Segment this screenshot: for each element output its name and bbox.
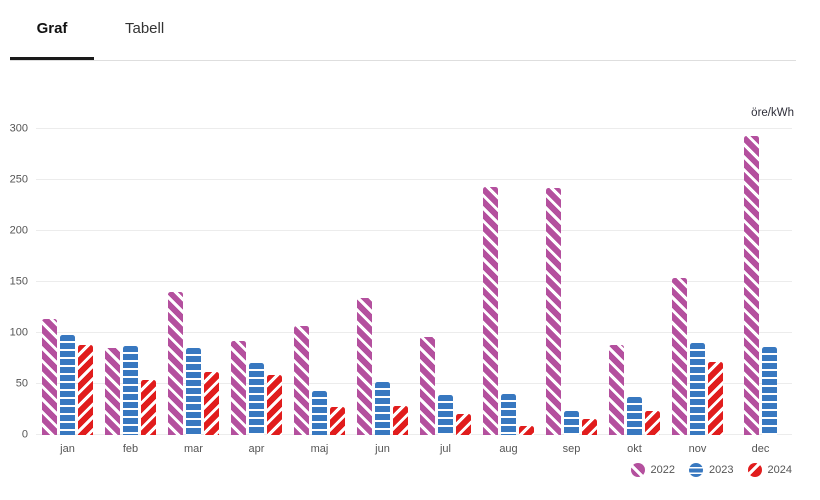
bar-2024-jul[interactable] — [456, 413, 471, 435]
x-tick-maj: maj — [310, 443, 329, 455]
y-axis-labels: 0 50 100 150 200 250 300 — [0, 123, 28, 440]
y-tick-0: 0 — [21, 428, 28, 441]
bar-2024-apr[interactable] — [267, 374, 282, 435]
x-tick-dec: dec — [751, 443, 770, 455]
month-group-apr: apr — [225, 129, 288, 455]
bar-2023-apr[interactable] — [249, 362, 264, 435]
bar-2022-jul[interactable] — [420, 337, 435, 435]
bar-2023-sep[interactable] — [564, 410, 579, 435]
bar-2023-dec[interactable] — [762, 347, 777, 435]
month-group-feb: feb — [99, 129, 162, 455]
bar-2024-okt[interactable] — [645, 410, 660, 435]
x-tick-jun: jun — [375, 443, 390, 455]
x-tick-jan: jan — [60, 443, 75, 455]
y-tick-200: 200 — [9, 224, 28, 237]
bar-2022-apr[interactable] — [231, 341, 246, 435]
month-group-okt: okt — [603, 129, 666, 455]
tab-divider — [10, 60, 796, 61]
legend-label-2022: 2022 — [650, 464, 676, 476]
bar-2022-jun[interactable] — [357, 298, 372, 435]
gridline-0 — [36, 434, 792, 435]
bar-2023-okt[interactable] — [627, 397, 642, 435]
month-group-jan: jan — [36, 129, 99, 455]
bar-2022-jan[interactable] — [42, 318, 57, 435]
bar-2022-dec[interactable] — [744, 136, 759, 435]
bar-2024-nov[interactable] — [708, 361, 723, 435]
bar-groups: jan feb mar apr maj jun jul aug sep okt nov dec — [36, 129, 792, 455]
gridline-250 — [36, 179, 792, 180]
y-tick-100: 100 — [9, 326, 28, 339]
month-group-jul: jul — [414, 129, 477, 455]
x-tick-okt: okt — [627, 443, 642, 455]
x-tick-jul: jul — [439, 443, 451, 455]
month-group-sep: sep — [540, 129, 603, 455]
bar-2023-jul[interactable] — [438, 395, 453, 435]
bar-2024-feb[interactable] — [141, 379, 156, 435]
x-tick-sep: sep — [562, 443, 581, 455]
month-group-nov: nov — [666, 129, 729, 455]
bar-2024-jun[interactable] — [393, 406, 408, 435]
bar-2024-aug[interactable] — [519, 425, 534, 435]
legend-label-2023: 2023 — [709, 464, 734, 476]
gridline-200 — [36, 230, 792, 231]
tab-tabell-label: Tabell — [125, 20, 165, 37]
legend-item-2024[interactable]: 2024 — [747, 463, 792, 477]
tab-tabell[interactable]: Tabell — [121, 0, 168, 61]
legend-item-2022[interactable]: 2022 — [630, 463, 676, 477]
legend-swatch-2024 — [747, 463, 762, 477]
bar-2023-jun[interactable] — [375, 381, 390, 435]
month-group-dec: dec — [729, 129, 792, 455]
bar-2024-jan[interactable] — [78, 345, 93, 435]
bar-2022-maj[interactable] — [294, 325, 309, 435]
bar-2023-mar[interactable] — [186, 348, 201, 435]
unit-label: öre/kWh — [751, 107, 794, 119]
month-group-aug: aug — [477, 129, 540, 455]
gridline-100 — [36, 332, 792, 333]
month-group-maj: maj — [288, 129, 351, 455]
legend-label-2024: 2024 — [767, 464, 792, 476]
bar-2023-nov[interactable] — [690, 343, 705, 435]
y-tick-150: 150 — [9, 275, 28, 288]
chart-legend: 2022 2023 2024 — [630, 463, 792, 477]
tab-bar: Graf Tabell — [10, 0, 168, 61]
month-group-mar: mar — [162, 129, 225, 455]
tab-graf[interactable]: Graf — [10, 0, 94, 61]
bar-2024-sep[interactable] — [582, 418, 597, 435]
bar-2023-aug[interactable] — [501, 394, 516, 435]
legend-swatch-2022 — [630, 463, 645, 477]
bar-2022-mar[interactable] — [168, 292, 183, 435]
bar-2022-okt[interactable] — [609, 345, 624, 435]
bar-2022-sep[interactable] — [546, 188, 561, 435]
legend-swatch-2023 — [689, 463, 704, 477]
x-tick-feb: feb — [122, 443, 139, 455]
legend-item-2023[interactable]: 2023 — [689, 463, 734, 477]
bar-2023-jan[interactable] — [60, 335, 75, 435]
bar-2024-mar[interactable] — [204, 371, 219, 435]
bar-chart: jan feb mar apr maj jun jul aug sep okt nov dec — [36, 128, 792, 455]
x-tick-nov: nov — [688, 443, 707, 455]
bar-2022-feb[interactable] — [105, 348, 120, 435]
y-tick-50: 50 — [15, 377, 28, 390]
gridline-300 — [36, 128, 792, 129]
gridline-50 — [36, 383, 792, 384]
y-tick-250: 250 — [9, 173, 28, 186]
gridline-150 — [36, 281, 792, 282]
bar-2022-aug[interactable] — [483, 187, 498, 435]
bar-2023-feb[interactable] — [123, 346, 138, 435]
bar-2024-maj[interactable] — [330, 407, 345, 435]
x-tick-aug: aug — [499, 443, 518, 455]
month-group-jun: jun — [351, 129, 414, 455]
x-tick-apr: apr — [248, 443, 265, 455]
bar-2023-maj[interactable] — [312, 391, 327, 435]
tab-graf-label: Graf — [36, 20, 68, 37]
x-tick-mar: mar — [184, 443, 203, 455]
bar-2022-nov[interactable] — [672, 277, 687, 435]
y-tick-300: 300 — [9, 122, 28, 135]
